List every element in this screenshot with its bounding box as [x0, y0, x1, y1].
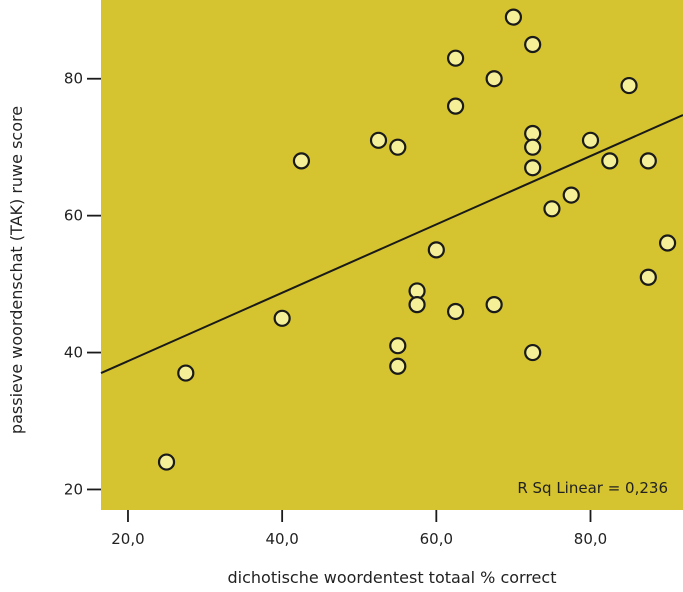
data-point-29 — [639, 268, 657, 286]
data-point-12 — [446, 49, 465, 67]
data-point-5 — [369, 131, 388, 149]
data-point-22 — [524, 343, 542, 362]
fit-line-layer — [100, 114, 683, 375]
y-tick-label-40: 40 — [64, 344, 83, 362]
data-point-15 — [485, 70, 503, 88]
r-squared-annotation: R Sq Linear = 0,236 — [517, 479, 668, 497]
data-point-8 — [389, 357, 407, 375]
y-tick-label-80: 80 — [64, 70, 83, 88]
y-tick-label-60: 60 — [64, 207, 83, 225]
data-point-13 — [446, 97, 465, 115]
data-point-23 — [543, 200, 561, 218]
y-tick-label-20: 20 — [64, 480, 83, 498]
data-point-1 — [157, 453, 176, 471]
data-point-26 — [601, 152, 619, 170]
data-points — [157, 8, 677, 471]
x-tick-label-40: 40,0 — [265, 530, 298, 548]
data-point-21 — [524, 159, 542, 177]
x-tick-label-60: 60,0 — [420, 530, 453, 548]
data-point-10 — [408, 296, 426, 314]
data-point-28 — [639, 152, 657, 170]
data-point-18 — [524, 35, 542, 54]
data-point-25 — [581, 131, 600, 149]
data-point-6 — [389, 138, 407, 156]
x-tick-label-20: 20,0 — [111, 530, 144, 548]
data-point-24 — [562, 186, 580, 204]
data-point-2 — [177, 364, 195, 382]
data-point-16 — [485, 296, 503, 314]
fit-line — [100, 114, 683, 375]
axes: 20 40 60 80 20,0 40,0 60,0 80,0 — [64, 70, 607, 548]
data-point-27 — [620, 76, 638, 95]
y-axis-title: passieve woordenschat (TAK) ruwe score — [7, 106, 26, 434]
data-point-14 — [446, 302, 465, 321]
data-point-30 — [658, 234, 677, 252]
data-point-17 — [504, 8, 523, 26]
data-point-20 — [524, 138, 542, 156]
data-point-3 — [273, 309, 291, 327]
data-point-7 — [389, 337, 407, 355]
x-tick-label-80: 80,0 — [574, 530, 607, 548]
x-axis-title: dichotische woordentest totaal % correct — [228, 568, 557, 587]
data-point-4 — [292, 152, 311, 170]
data-point-11 — [427, 241, 445, 259]
plot-area — [101, 0, 683, 510]
